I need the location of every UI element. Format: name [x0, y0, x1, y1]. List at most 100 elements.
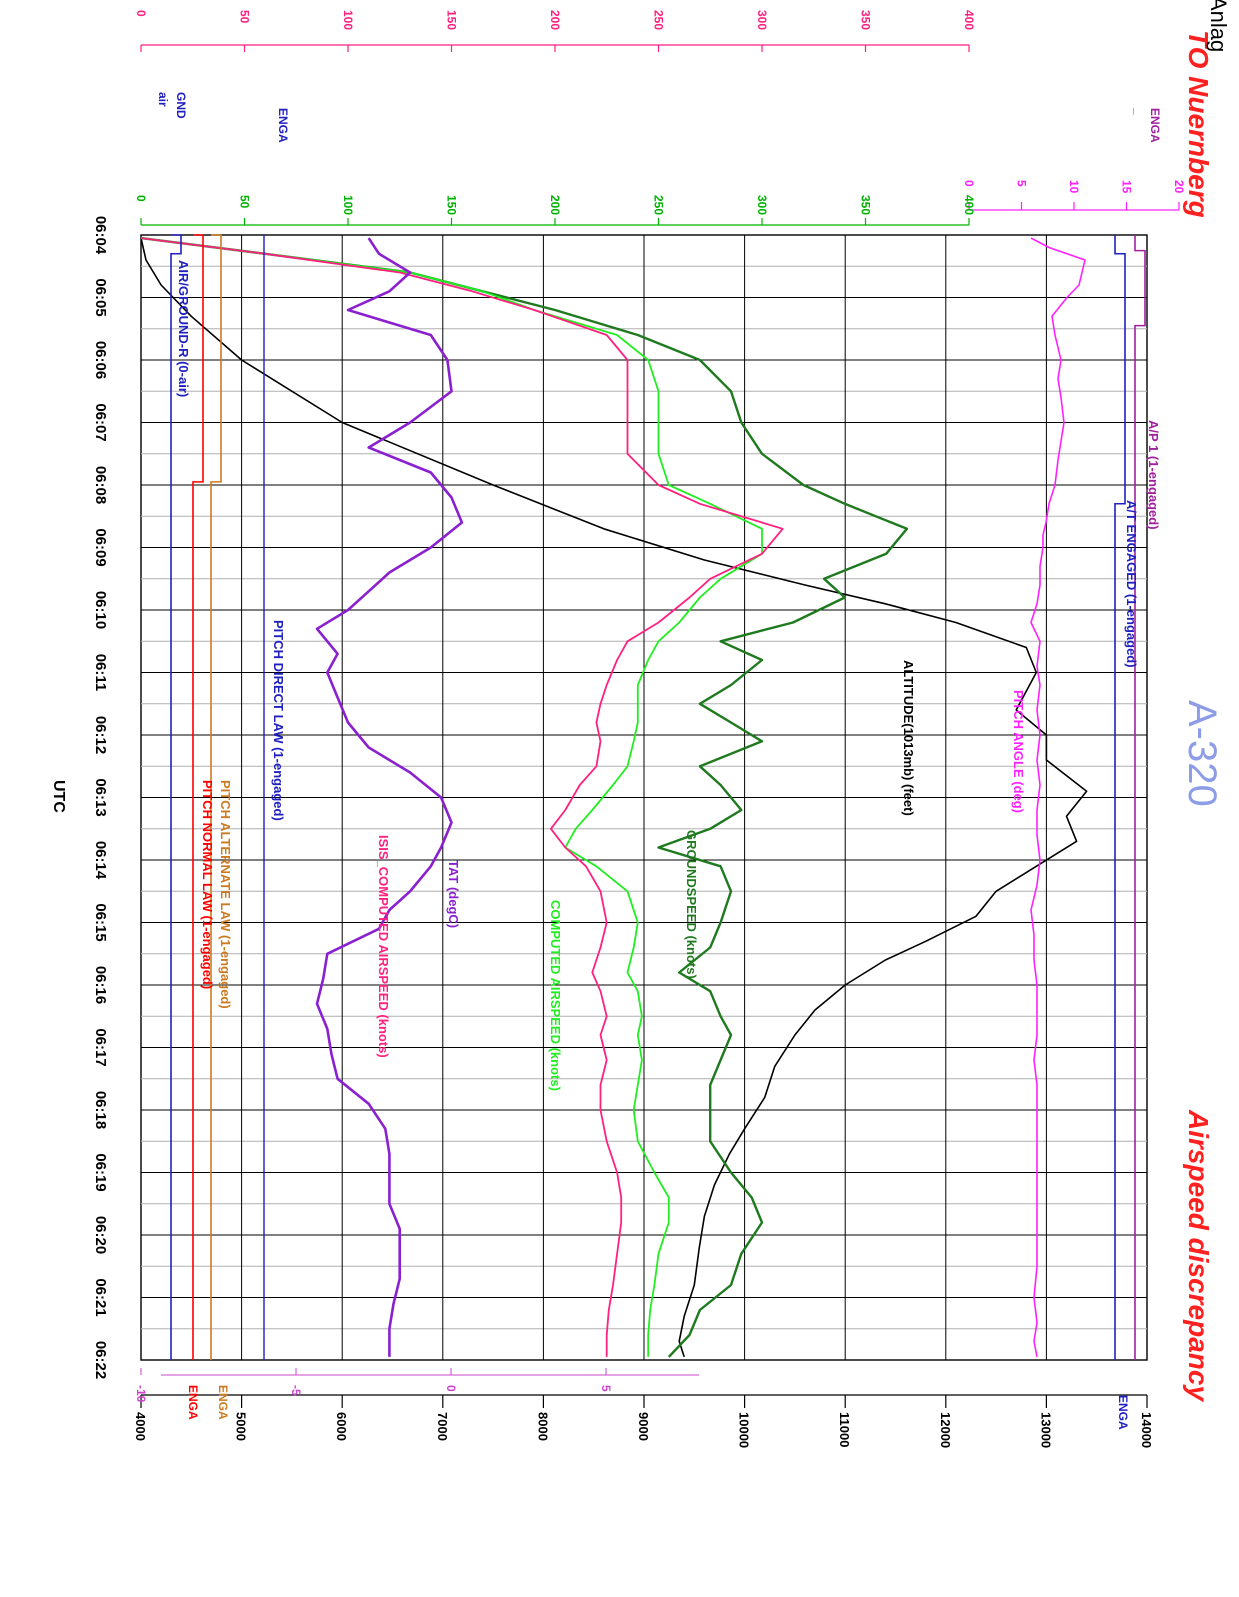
time-tick-label: 06:13: [92, 778, 109, 816]
time-tick-label: 06:06: [92, 341, 109, 379]
series-label-tat: TAT (degC): [446, 860, 461, 928]
series-line-pitch: [1030, 237, 1086, 1358]
altitude-axis-label: 14000: [1139, 1412, 1154, 1448]
altitude-axis-label: 4000: [133, 1412, 148, 1441]
pitch-axis-label: 20: [1172, 180, 1186, 194]
altitude-axis-label: 11000: [837, 1412, 852, 1447]
time-tick-label: 06:20: [92, 1216, 109, 1254]
time-tick-label: 06:16: [92, 966, 109, 1004]
discrete-label-ap: A/P 1 (1-engaged): [1146, 420, 1161, 530]
series-line-altitude: [140, 237, 1088, 1358]
series-line-cas: [140, 237, 763, 1357]
tat-axis-label: 200: [548, 10, 562, 30]
tat-axis-label: 100: [341, 10, 355, 30]
series-label-isis: ISIS_COMPUTED AIRSPEED (knots): [376, 835, 391, 1058]
series-label-pitch: PITCH ANGLE (deg): [1011, 690, 1026, 813]
altitude-axis-label: 9000: [636, 1412, 651, 1441]
time-tick-label: 06:17: [92, 1028, 109, 1066]
engaged-flag-label: ENGA: [216, 1385, 230, 1420]
time-tick-label: 06:18: [92, 1091, 109, 1129]
dash-label: _: [1132, 107, 1146, 115]
pitch-law-axis-label: 5: [599, 1385, 613, 1392]
series-line-isis: [140, 237, 784, 1357]
plot-series: [140, 234, 1146, 1360]
pitch-law-axis-label: -10: [134, 1385, 148, 1403]
discrete-line-ap: [1134, 235, 1146, 1360]
time-tick-label: 06:15: [92, 903, 109, 941]
discrete-label-airground: AIR/GROUND-R (0-air): [176, 260, 191, 397]
speed-axis-label: 300: [755, 195, 769, 215]
time-tick-label: 06:08: [92, 466, 109, 504]
speed-axis-label: 150: [445, 195, 459, 215]
speed-axis-label: 50: [238, 195, 252, 209]
discrete-line-normal: [192, 234, 204, 1360]
speed-axis-label: 350: [859, 195, 873, 215]
time-tick-label: 06:07: [92, 403, 109, 441]
discrete-label-alternate: PITCH ALTERNATE LAW (1-engaged): [218, 780, 233, 1009]
pitch-axis-label: 15: [1120, 180, 1134, 194]
title-right: Airspeed discrepancy: [1183, 1109, 1214, 1402]
discrete-line-airground: [170, 234, 182, 1360]
air-label: air: [156, 92, 170, 107]
series-label-altitude: ALTITUDE(1013mb) (feet): [901, 660, 916, 816]
speed-axis-label: 100: [341, 195, 355, 215]
speed-axis-label: 400: [962, 195, 976, 215]
pitch-law-axis-label: -5: [289, 1385, 303, 1396]
series-line-tat: [315, 237, 464, 1357]
speed-axis-label: 250: [652, 195, 666, 215]
time-tick-label: 06:12: [92, 716, 109, 754]
engaged-flag-label: ENGA: [186, 1385, 200, 1420]
time-tick-label: 06:19: [92, 1153, 109, 1191]
tat-axis-label: 150: [445, 10, 459, 30]
time-tick-label: 06:10: [92, 591, 109, 629]
title-aircraft: A-320: [1180, 700, 1224, 807]
time-tick-label: 06:14: [92, 841, 109, 880]
discrete-line-at: [1114, 235, 1126, 1360]
gnd-label: GND: [174, 92, 188, 119]
time-tick-label: 06:22: [92, 1341, 109, 1379]
engaged-flag-label: ENGA: [276, 108, 290, 143]
discrete-label-direct: PITCH DIRECT LAW (1-engaged): [271, 620, 286, 821]
altitude-axis-label: 7000: [435, 1412, 450, 1441]
discrete-line-alternate: [210, 234, 222, 1360]
tat-axis-label: 50: [238, 10, 252, 24]
speed-axis-label: 0: [134, 195, 148, 202]
speed-axis-label: 200: [548, 195, 562, 215]
time-tick-label: 06:11: [92, 654, 109, 692]
time-tick-label: 06:09: [92, 528, 109, 566]
plot-labels: TO Nuernberg A-320 Airspeed discrepancy …: [50, 30, 1224, 1430]
tat-axis-label: 300: [755, 10, 769, 30]
altitude-axis-label: 8000: [535, 1412, 550, 1441]
tat-axis-label: 0: [134, 10, 148, 17]
pitch-axis-label: 10: [1067, 180, 1081, 194]
tat-axis-label: 350: [859, 10, 873, 30]
altitude-axis-label: 10000: [737, 1412, 752, 1448]
altitude-axis-label: 13000: [1038, 1412, 1053, 1448]
altitude-axis-label: 6000: [334, 1412, 349, 1441]
pitch-axis-label: 5: [1015, 180, 1029, 187]
series-label-groundspeed: GROUNDSPEED (knots): [684, 830, 699, 979]
plot-grid: 06:04 06:05 06:06 06:07 06:08 06:09 06:10 06:11…: [92, 216, 1148, 1379]
pitch-axis-label: 0: [962, 180, 976, 187]
corner-label: Anlag: [1206, 0, 1231, 53]
tat-axis-label: 250: [652, 10, 666, 30]
time-tick-label: 06:21: [92, 1278, 109, 1316]
series-line-groundspeed: [140, 236, 909, 1358]
engaged-flag-label: ENGA: [1148, 108, 1162, 143]
time-tick-label: 06:04: [92, 216, 109, 255]
altitude-axis-label: 12000: [938, 1412, 953, 1448]
tat-axis-label: 400: [962, 10, 976, 30]
pitch-law-axis-label: 0: [444, 1385, 458, 1392]
discrete-label-at: A/T ENGAGED (1-engaged): [1124, 500, 1139, 668]
title-left: TO Nuernberg: [1183, 30, 1214, 218]
series-label-cas: COMPUTED AIRSPEED (knots): [548, 900, 563, 1091]
altitude-axis-label: 5000: [234, 1412, 249, 1441]
plot-axes: 1400013000120001100010000900080007000600…: [133, 10, 1186, 1448]
x-axis-unit-label: UTC: [50, 780, 67, 813]
engaged-flag-label: ENGA: [1116, 1395, 1130, 1430]
time-tick-label: 06:05: [92, 278, 109, 316]
discrete-label-normal: PITCH NORMAL LAW (1-engaged): [200, 780, 215, 989]
